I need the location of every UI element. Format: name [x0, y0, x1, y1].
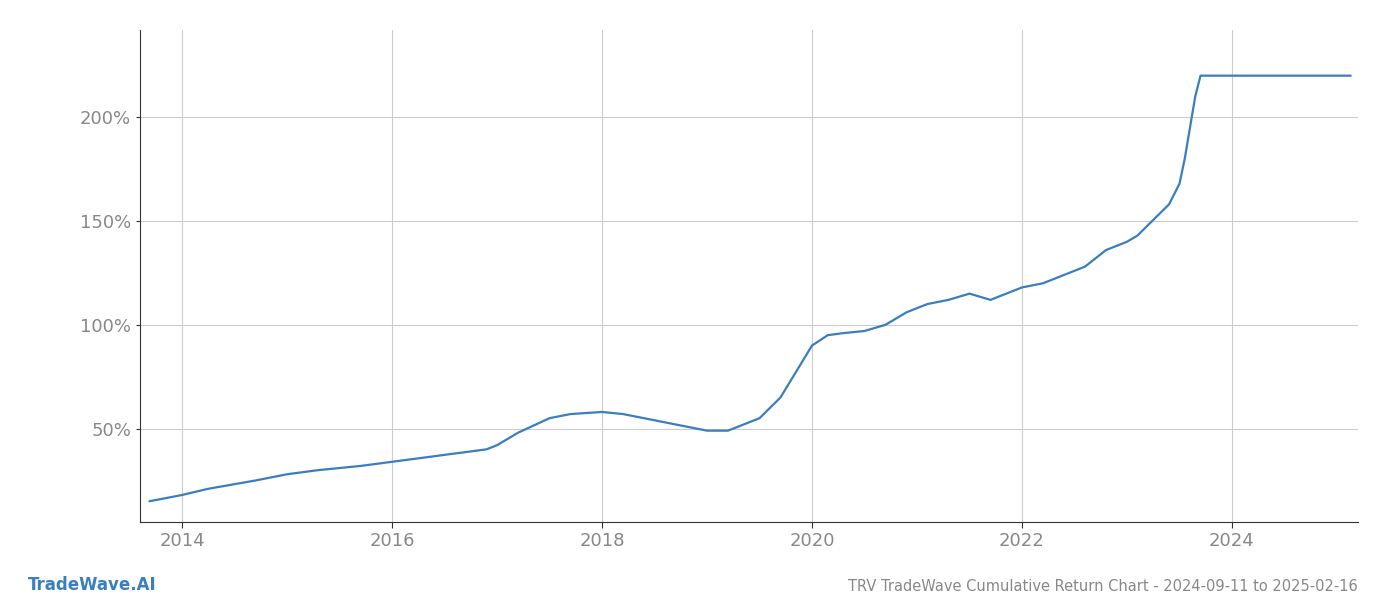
Text: TRV TradeWave Cumulative Return Chart - 2024-09-11 to 2025-02-16: TRV TradeWave Cumulative Return Chart - …: [848, 579, 1358, 594]
Text: TradeWave.AI: TradeWave.AI: [28, 576, 157, 594]
